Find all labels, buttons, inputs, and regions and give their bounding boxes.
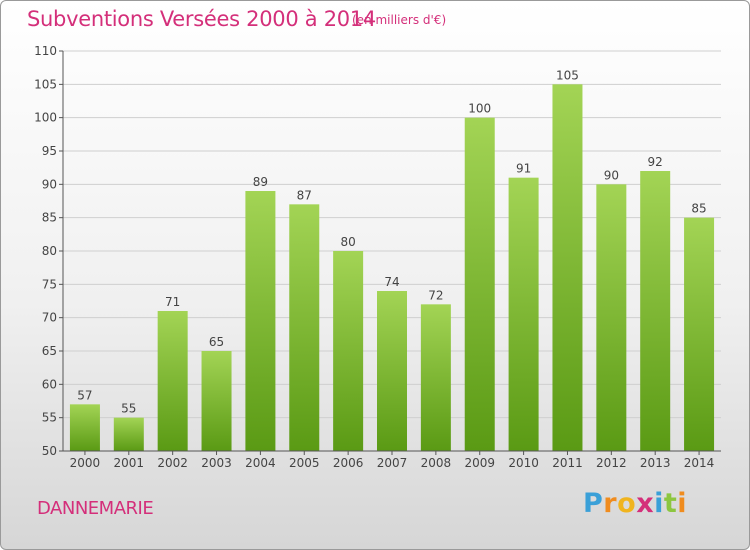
bar-2004 [245,191,276,451]
data-label: 57 [77,388,92,402]
bar-2009 [464,117,495,452]
data-label: 80 [340,235,355,249]
y-tick-label: 105 [34,77,57,91]
data-label: 100 [468,102,491,116]
commune-name: DANNEMARIE [37,498,154,519]
logo-letter: P [583,488,604,519]
logo-letter: o [617,488,637,519]
bar-2001 [113,417,144,451]
bar-2002 [157,311,188,451]
chart-title: Subventions Versées 2000 à 2014 [27,7,376,31]
y-tick-label: 85 [42,211,57,225]
data-label: 89 [253,175,268,189]
logo-letter: t [663,488,678,519]
y-tick-label: 75 [42,277,57,291]
proxiti-logo[interactable]: Proxiti [583,488,687,519]
x-tick-label: 2002 [157,456,188,470]
x-tick-label: 2014 [684,456,715,470]
x-tick-label: 2007 [377,456,408,470]
logo-letter: i [677,488,688,519]
data-label: 71 [165,295,180,309]
x-tick-label: 2003 [201,456,232,470]
data-label: 65 [209,335,224,349]
y-tick-label: 50 [42,444,57,458]
bar-2012 [596,184,627,452]
y-tick-label: 90 [42,177,57,191]
data-label: 87 [297,188,312,202]
data-label: 72 [428,288,443,302]
data-label: 55 [121,402,136,416]
y-tick-label: 70 [42,311,57,325]
y-tick-label: 80 [42,244,57,258]
data-label: 85 [691,202,706,216]
bars [69,84,715,452]
x-tick-label: 2010 [508,456,539,470]
data-label: 92 [648,155,663,169]
y-tick-label: 110 [34,44,57,58]
y-tick-label: 65 [42,344,57,358]
x-tick-label: 2008 [421,456,452,470]
x-tick-label: 2012 [596,456,627,470]
data-labels: 57 55 71 65 89 87 80 74 72 100 91 105 90 92 85 [77,68,706,415]
data-label: 90 [604,168,619,182]
chart-unit: (en milliers d'€) [352,13,447,27]
bar-2008 [420,304,451,451]
bar-2006 [333,251,364,451]
x-tick-label: 2013 [640,456,671,470]
bar-2014 [684,217,715,451]
bar-2007 [377,291,407,451]
axes: 50 55 60 65 70 75 80 85 90 95 100 105 110 2000 2001 200… [34,44,721,470]
x-tick-label: 2011 [552,456,583,470]
data-label: 91 [516,162,531,176]
x-tick-label: 2004 [245,456,276,470]
bar-2010 [508,177,539,451]
x-tick-label: 2001 [114,456,145,470]
x-tick-label: 2000 [70,456,101,470]
logo-letter: x [636,488,655,519]
data-label: 105 [556,68,579,82]
logo-letter: i [654,488,664,519]
bar-2011 [552,84,583,451]
x-tick-label: 2005 [289,456,320,470]
bar-2013 [640,171,671,451]
bar-2000 [69,404,100,451]
y-tick-label: 95 [42,144,57,158]
y-tick-label: 60 [42,377,57,391]
x-tick-label: 2009 [464,456,495,470]
bar-2003 [201,351,232,451]
y-tick-label: 55 [42,411,57,425]
x-tick-label: 2006 [333,456,364,470]
y-tick-label: 100 [34,111,57,125]
bar-2005 [289,204,320,451]
logo-letter: r [603,488,618,519]
data-label: 74 [384,275,399,289]
